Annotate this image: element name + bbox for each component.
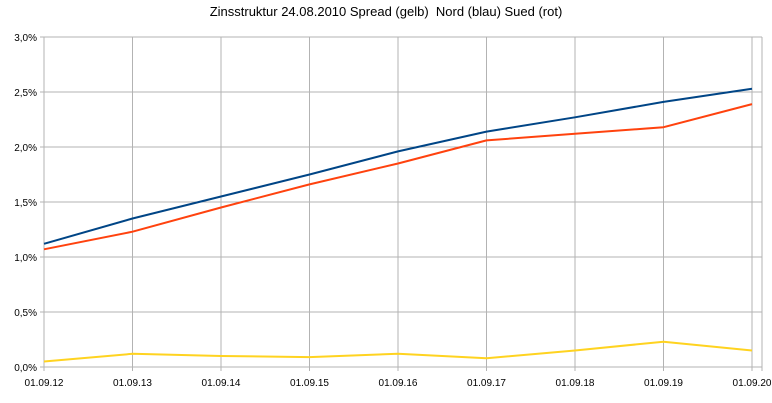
x-tick-label: 01.09.12 <box>25 378 64 389</box>
x-tick-label: 01.09.18 <box>556 378 595 389</box>
y-tick-label: 1,5% <box>14 198 37 209</box>
series-lines <box>43 87 753 363</box>
y-tick-label: 2,0% <box>14 143 37 154</box>
series-line-nord <box>43 87 753 245</box>
chart-title: Zinsstruktur 24.08.2010 Spread (gelb) No… <box>209 4 563 19</box>
x-tick-label: 01.09.13 <box>113 378 152 389</box>
x-tick-label: 01.09.15 <box>290 378 329 389</box>
grid <box>40 36 763 371</box>
x-tick-label: 01.09.19 <box>644 378 683 389</box>
x-axis-ticks: 01.09.12 01.09.13 01.09.14 01.09.15 01.09.16… <box>25 378 772 389</box>
y-tick-label: 3,0% <box>14 33 37 44</box>
y-tick-label: 1,0% <box>14 253 37 264</box>
x-tick-label: 01.09.14 <box>202 378 241 389</box>
y-tick-label: 0,5% <box>14 308 37 319</box>
x-tick-label: 01.09.17 <box>467 378 506 389</box>
series-line-spread <box>43 340 753 363</box>
y-tick-label: 0,0% <box>14 363 37 374</box>
series-line-sued <box>43 103 753 251</box>
y-tick-label: 2,5% <box>14 88 37 99</box>
x-tick-label: 01.09.20 <box>733 378 772 389</box>
y-axis-ticks: 0,0% 0,5% 1,0% 1,5% 2,0% 2,5% 3,0% <box>14 33 37 374</box>
x-tick-label: 01.09.16 <box>379 378 418 389</box>
